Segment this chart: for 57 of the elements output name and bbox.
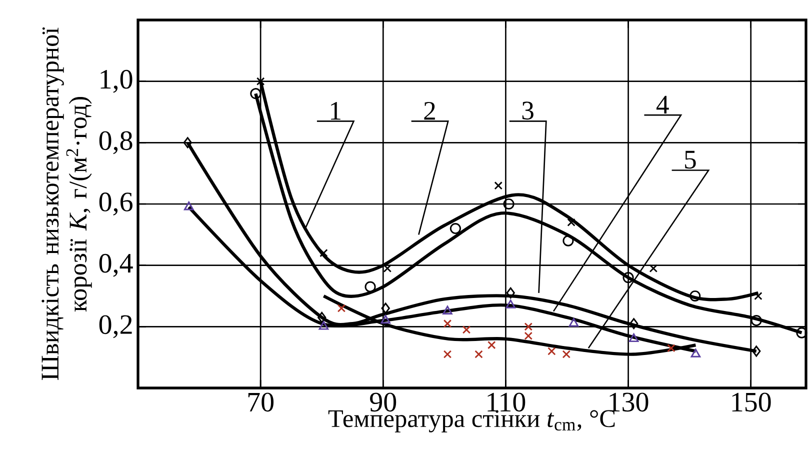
x-tick-label: 70 bbox=[248, 392, 274, 412]
point bbox=[750, 314, 762, 326]
annotation: 2 bbox=[424, 102, 435, 120]
point bbox=[562, 235, 574, 246]
point bbox=[506, 300, 516, 308]
point bbox=[752, 346, 761, 357]
point bbox=[649, 264, 658, 273]
x-tick-label: 90 bbox=[370, 392, 396, 412]
point bbox=[380, 314, 390, 324]
point bbox=[562, 350, 571, 358]
y-tick-label: 0,4 bbox=[99, 254, 133, 277]
point bbox=[256, 77, 265, 86]
point bbox=[667, 344, 676, 352]
x-tick-label: 150 bbox=[732, 392, 771, 412]
point bbox=[318, 312, 326, 323]
point bbox=[462, 326, 471, 334]
point bbox=[568, 318, 579, 327]
y-tick-label: 0,8 bbox=[99, 131, 132, 154]
point bbox=[450, 222, 461, 234]
point bbox=[337, 304, 346, 312]
point bbox=[320, 248, 328, 258]
point bbox=[184, 202, 194, 210]
y-tick-label: 1,0 bbox=[100, 70, 132, 93]
point bbox=[183, 137, 192, 148]
y-tick-label: 0,2 bbox=[99, 315, 132, 338]
x-axis-title: Температура стінки t$_{cm}$, °C bbox=[328, 410, 615, 432]
annotation: 3 bbox=[522, 102, 534, 120]
point bbox=[443, 319, 452, 328]
point bbox=[474, 350, 483, 358]
annotation: 4 bbox=[656, 96, 669, 114]
point bbox=[567, 218, 576, 227]
point bbox=[524, 332, 533, 340]
x-tick-label: 110 bbox=[488, 392, 526, 412]
point bbox=[443, 350, 452, 358]
point bbox=[494, 181, 502, 190]
point bbox=[622, 272, 634, 284]
annotation: 1 bbox=[331, 102, 340, 120]
point bbox=[628, 333, 639, 342]
point bbox=[503, 198, 514, 210]
point bbox=[629, 318, 638, 330]
point bbox=[487, 340, 496, 350]
point bbox=[754, 292, 762, 300]
point bbox=[690, 348, 701, 358]
point bbox=[442, 306, 452, 314]
point bbox=[318, 321, 329, 330]
point bbox=[506, 287, 515, 298]
point bbox=[250, 88, 262, 100]
annotation: 5 bbox=[685, 150, 696, 169]
point bbox=[364, 281, 376, 292]
y-tick-label: 0,6 bbox=[99, 192, 132, 216]
point bbox=[383, 264, 392, 273]
point bbox=[796, 327, 808, 338]
point bbox=[690, 290, 701, 302]
point bbox=[548, 347, 556, 356]
point bbox=[524, 322, 533, 331]
point bbox=[381, 302, 390, 314]
x-tick-label: 130 bbox=[610, 392, 648, 412]
